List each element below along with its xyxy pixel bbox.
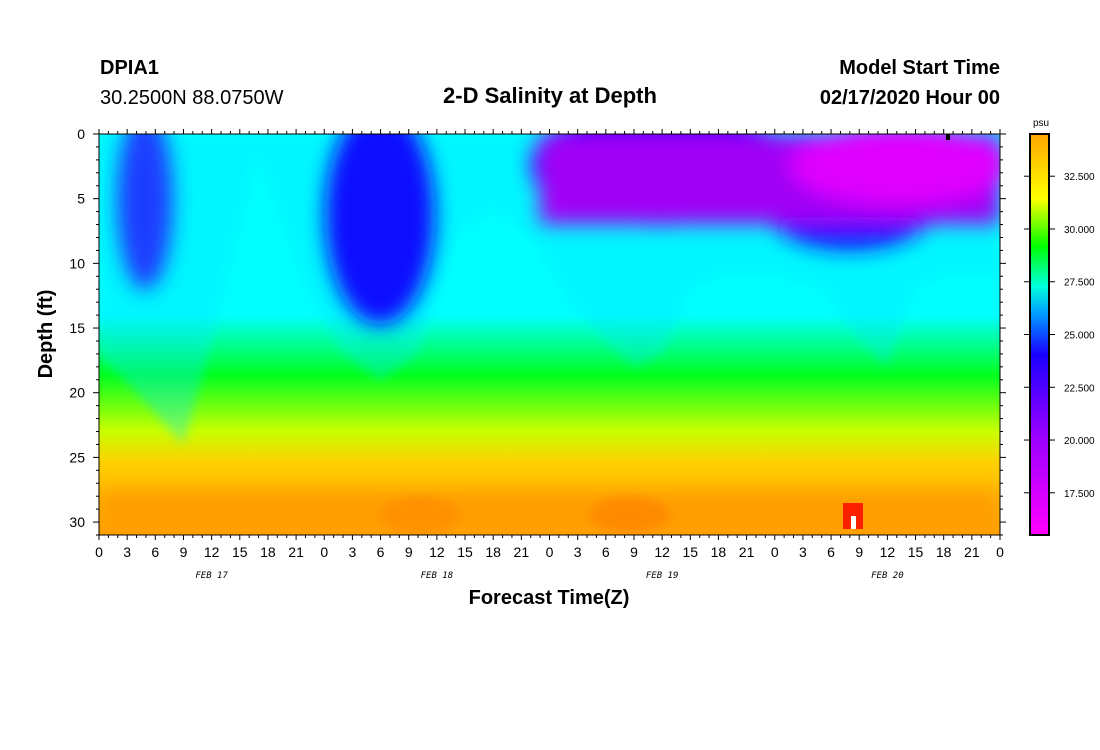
y-tick-label: 15: [69, 320, 85, 336]
y-axis-title: Depth (ft): [35, 290, 57, 379]
x-tick-label: 12: [204, 544, 220, 560]
x-tick-label: 18: [711, 544, 727, 560]
lowest-salinity-surface: [790, 134, 1000, 205]
x-tick-label: 12: [880, 544, 896, 560]
x-date-label: FEB 20: [871, 571, 904, 581]
x-tick-label: 3: [349, 544, 357, 560]
x-tick-label: 0: [546, 544, 554, 560]
x-tick-label: 18: [260, 544, 276, 560]
x-tick-label: 0: [771, 544, 779, 560]
y-tick-label: 30: [69, 514, 85, 530]
colorbar-label: 20.000: [1064, 436, 1095, 447]
x-axis-title: Forecast Time(Z): [469, 587, 630, 609]
x-tick-label: 0: [95, 544, 103, 560]
x-tick-label: 21: [514, 544, 530, 560]
x-tick-label: 12: [429, 544, 445, 560]
low-salinity-core-feb18: [325, 134, 435, 325]
x-tick-label: 0: [996, 544, 1004, 560]
x-tick-label: 9: [630, 544, 638, 560]
x-tick-label: 6: [151, 544, 159, 560]
colorbar-label: 32.500: [1064, 172, 1095, 183]
high-salinity-bottom: [99, 490, 1000, 535]
x-tick-label: 15: [682, 544, 698, 560]
y-tick-label: 20: [69, 385, 85, 401]
x-tick-label: 9: [180, 544, 188, 560]
colorbar-label: 25.000: [1064, 331, 1095, 342]
x-tick-label: 9: [405, 544, 413, 560]
salinity-maximum-feb18: [380, 497, 460, 533]
x-tick-label: 6: [602, 544, 610, 560]
x-date-label: FEB 19: [646, 571, 679, 581]
model-start-label: Model Start Time: [839, 57, 1000, 79]
x-axis: 0 3 6 9 12 15 18 21 0 3 6 9 12 15 18 21 0 3 6 9 12 15 18 21 0 3 6 9…: [95, 129, 1004, 581]
low-salinity-core-feb17-early: [117, 134, 173, 290]
colorbar-unit: psu: [1033, 118, 1049, 129]
x-tick-label: 21: [964, 544, 980, 560]
colorbar: psu 32.500 30.000 27.500 25.000 22.500 20.000…: [1024, 118, 1095, 536]
x-tick-label: 12: [654, 544, 670, 560]
salinity-maximum-feb19: [590, 497, 670, 533]
x-tick-label: 0: [320, 544, 328, 560]
x-tick-label: 15: [457, 544, 473, 560]
x-tick-label: 21: [288, 544, 304, 560]
surface-marker: [946, 134, 950, 140]
y-tick-label: 0: [77, 126, 85, 142]
x-tick-label: 6: [827, 544, 835, 560]
colorbar-ramp: [1029, 133, 1050, 536]
x-tick-label: 15: [232, 544, 248, 560]
heatmap-plot-area: [99, 134, 1000, 535]
colorbar-label: 30.000: [1064, 225, 1095, 236]
chart-title: 2-D Salinity at Depth: [443, 83, 657, 108]
y-tick-label: 10: [69, 255, 85, 271]
x-tick-label: 18: [936, 544, 952, 560]
colorbar-label: 27.500: [1064, 278, 1095, 289]
y-axis: 0 5 10 15 20 25 30: [69, 126, 1006, 536]
y-tick-label: 5: [77, 191, 85, 207]
x-tick-label: 18: [485, 544, 501, 560]
station-id: DPIA1: [100, 57, 159, 79]
x-tick-label: 3: [574, 544, 582, 560]
colorbar-label: 22.500: [1064, 383, 1095, 394]
station-coordinates: 30.2500N 88.0750W: [100, 87, 284, 109]
x-tick-label: 3: [123, 544, 131, 560]
x-date-label: FEB 17: [195, 571, 228, 581]
x-tick-label: 15: [908, 544, 924, 560]
x-date-label: FEB 18: [421, 571, 454, 581]
x-tick-label: 9: [855, 544, 863, 560]
colorbar-label: 17.500: [1064, 489, 1095, 500]
salinity-peak-highlight: [851, 516, 856, 529]
y-tick-label: 25: [69, 449, 85, 465]
x-tick-label: 21: [739, 544, 755, 560]
x-tick-label: 3: [799, 544, 807, 560]
x-tick-label: 6: [377, 544, 385, 560]
model-start-value: 02/17/2020 Hour 00: [819, 87, 1000, 109]
